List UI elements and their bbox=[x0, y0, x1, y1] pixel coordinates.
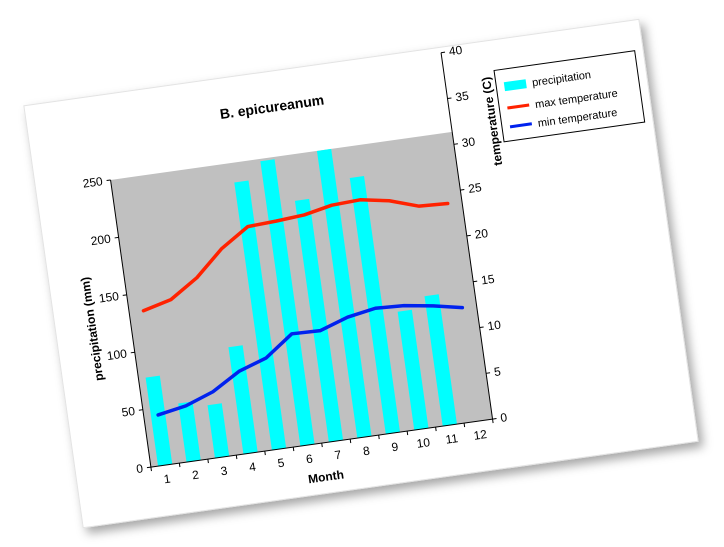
bar-month-5 bbox=[234, 180, 287, 451]
y-tick-mark-right bbox=[460, 189, 465, 191]
y-tick-label-right: 25 bbox=[467, 180, 482, 196]
y-tick-mark-left bbox=[130, 351, 135, 354]
x-tick-mark bbox=[378, 435, 380, 440]
y-tick-mark-left bbox=[146, 466, 151, 469]
chart-title: B. epicureanum bbox=[219, 92, 325, 122]
chart-svg: B. epicureanum 0501001502002500510152025… bbox=[78, 43, 646, 487]
y-axis-line-left bbox=[110, 179, 152, 468]
x-tick-mark bbox=[207, 459, 209, 464]
x-tick-label: 7 bbox=[334, 448, 343, 463]
x-tick-mark bbox=[150, 467, 152, 472]
y-tick-label-right: 40 bbox=[448, 43, 463, 59]
y-tick-label-right: 20 bbox=[474, 226, 489, 242]
y-tick-label-left: 0 bbox=[135, 461, 144, 476]
x-tick-mark bbox=[435, 427, 437, 432]
bar-month-1 bbox=[145, 375, 173, 467]
x-tick-label: 5 bbox=[277, 456, 286, 471]
y-tick-mark-right bbox=[473, 280, 478, 283]
legend-swatch-precipitation bbox=[503, 79, 527, 92]
x-tick-label: 3 bbox=[220, 464, 229, 479]
y-tick-mark-right bbox=[479, 326, 484, 329]
y-tick-label-right: 15 bbox=[480, 272, 495, 288]
bar-month-11 bbox=[424, 294, 457, 427]
y-tick-label-left: 200 bbox=[90, 232, 112, 249]
x-tick-label: 6 bbox=[305, 452, 314, 467]
x-tick-mark bbox=[292, 447, 295, 452]
y-tick-mark-right bbox=[492, 418, 497, 420]
bar-month-9 bbox=[349, 175, 401, 435]
x-tick-mark bbox=[178, 463, 181, 468]
bar-month-7 bbox=[294, 198, 344, 443]
x-tick-label: 10 bbox=[416, 435, 431, 451]
x-tick-mark bbox=[349, 439, 352, 444]
y-tick-mark-right bbox=[466, 234, 471, 237]
bar-month-8 bbox=[316, 148, 372, 439]
legend-box bbox=[493, 50, 646, 143]
y-tick-mark-right bbox=[447, 97, 452, 100]
x-tick-mark bbox=[492, 419, 494, 424]
y-tick-label-left: 100 bbox=[106, 346, 128, 363]
line-series bbox=[141, 198, 465, 417]
line-min-temperature bbox=[156, 303, 465, 417]
legend-swatch-max-temperature bbox=[507, 103, 530, 110]
y-tick-label-right: 30 bbox=[461, 134, 476, 150]
chart-card: B. epicureanum 0 50 100 150 200 250 0 5 10 15 20 25… bbox=[23, 18, 699, 529]
x-tick-label: 8 bbox=[362, 444, 371, 459]
y-tick-mark-left bbox=[122, 294, 127, 296]
x-tick-mark bbox=[463, 423, 466, 428]
y-tick-mark-right bbox=[453, 143, 458, 145]
x-tick-mark bbox=[264, 451, 266, 456]
y-tick-label-right: 35 bbox=[454, 89, 469, 105]
y-tick-label-left: 50 bbox=[121, 404, 136, 420]
y-tick-label-right: 0 bbox=[499, 410, 508, 425]
y-tick-label-left: 250 bbox=[82, 174, 104, 191]
x-tick-label: 4 bbox=[248, 460, 257, 475]
x-tick-mark bbox=[235, 455, 238, 460]
x-tick-mark bbox=[321, 443, 323, 448]
x-tick-label: 12 bbox=[473, 427, 488, 443]
x-tick-label: 9 bbox=[391, 440, 400, 455]
bar-month-6 bbox=[260, 159, 315, 447]
y-tick-mark-right bbox=[486, 372, 491, 374]
line-max-temperature bbox=[141, 198, 450, 313]
x-tick-mark bbox=[406, 431, 409, 436]
x-tick-label: 1 bbox=[163, 472, 172, 487]
y-tick-label-right: 10 bbox=[487, 318, 502, 334]
bar-month-2 bbox=[178, 401, 201, 463]
y-tick-mark-left bbox=[114, 236, 119, 239]
x-axis-title: Month bbox=[307, 467, 345, 486]
y-tick-mark-left bbox=[106, 179, 111, 181]
legend: precipitation max temperature min temper… bbox=[493, 50, 646, 143]
y-tick-label-left: 150 bbox=[98, 289, 120, 306]
bar-month-3 bbox=[207, 403, 230, 459]
bar-month-10 bbox=[397, 309, 429, 431]
y-tick-mark-left bbox=[138, 409, 143, 411]
y-tick-mark-right bbox=[440, 51, 446, 54]
x-tick-label: 2 bbox=[191, 468, 200, 483]
y-tick-label-right: 5 bbox=[493, 364, 502, 379]
x-tick-label: 11 bbox=[445, 431, 460, 447]
legend-swatch-min-temperature bbox=[509, 122, 533, 129]
plot-area bbox=[110, 131, 493, 468]
